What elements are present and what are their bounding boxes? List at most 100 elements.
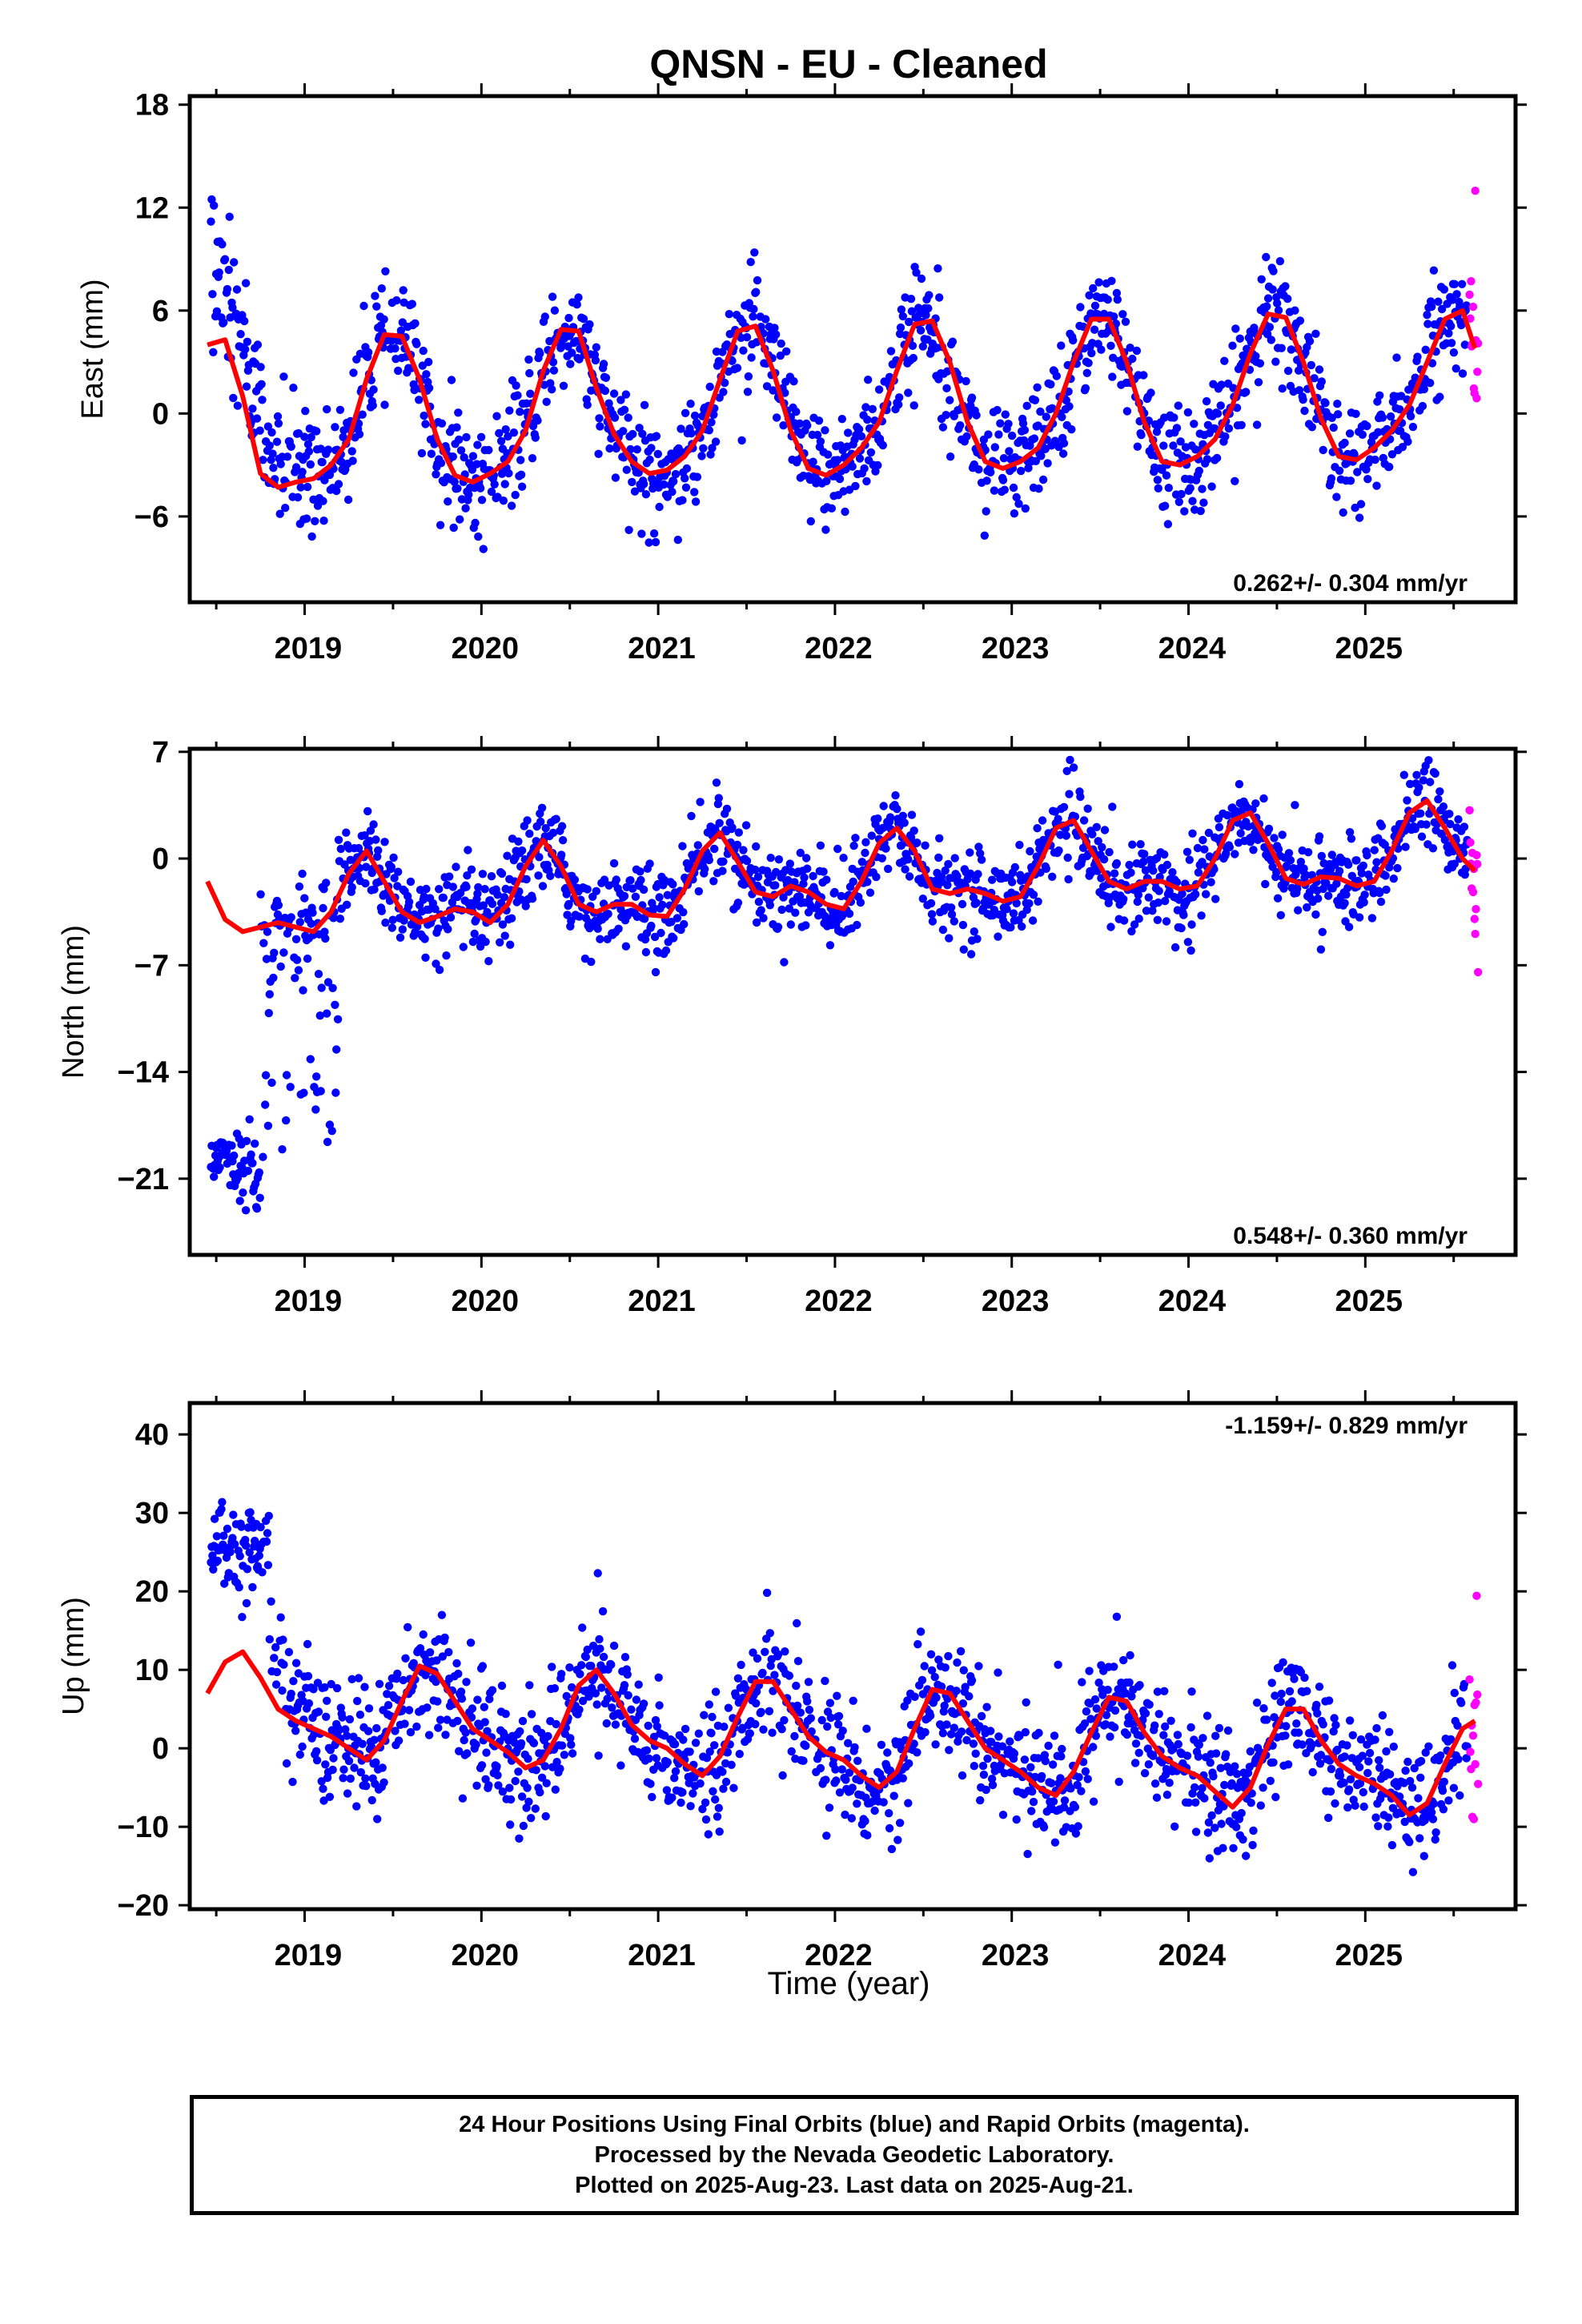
final-orbit-point (1252, 1699, 1262, 1707)
final-orbit-point (627, 1705, 636, 1714)
final-orbit-point (624, 525, 633, 534)
final-orbit-point (946, 1730, 956, 1739)
data-points (207, 755, 1483, 1215)
final-orbit-point (399, 286, 408, 295)
final-orbit-point (1153, 476, 1162, 485)
final-orbit-point (223, 284, 232, 294)
final-orbit-point (242, 1136, 251, 1146)
final-orbit-point (1295, 386, 1304, 395)
final-orbit-point (263, 1121, 273, 1131)
final-orbit-point (1177, 923, 1186, 933)
final-orbit-point (238, 1613, 247, 1622)
final-orbit-point (696, 1779, 705, 1788)
footer-line-2: Processed by the Nevada Geodetic Laborat… (594, 2142, 1114, 2168)
final-orbit-point (259, 456, 267, 464)
final-orbit-point (655, 893, 664, 902)
final-orbit-point (1063, 853, 1072, 862)
final-orbit-point (609, 858, 619, 868)
final-orbit-point (661, 946, 671, 955)
final-orbit-point (897, 305, 906, 314)
final-orbit-point (1007, 431, 1017, 440)
final-orbit-point (1022, 401, 1031, 410)
final-orbit-point (1269, 1758, 1278, 1767)
final-orbit-point (765, 1629, 774, 1638)
final-orbit-point (1163, 520, 1173, 529)
final-orbit-point (514, 1767, 523, 1776)
final-orbit-point (433, 1697, 442, 1706)
final-orbit-point (686, 1802, 695, 1811)
final-orbit-point (807, 1727, 816, 1736)
final-orbit-point (938, 925, 948, 935)
final-orbit-point (1371, 1735, 1379, 1744)
final-orbit-point (1271, 357, 1280, 366)
final-orbit-point (344, 1756, 354, 1766)
final-orbit-point (894, 400, 903, 409)
final-orbit-point (853, 1799, 861, 1808)
final-orbit-point (1357, 869, 1367, 878)
final-orbit-point (837, 415, 847, 424)
final-orbit-point (528, 454, 537, 463)
final-orbit-point (682, 464, 692, 473)
final-orbit-point (390, 874, 399, 883)
final-orbit-point (1392, 353, 1401, 362)
final-orbit-point (298, 869, 307, 879)
final-orbit-point (1154, 887, 1163, 895)
y-tick-label: 30 (135, 1497, 169, 1530)
final-orbit-point (587, 957, 596, 967)
final-orbit-point (1224, 424, 1234, 433)
final-orbit-point (679, 1735, 688, 1744)
final-orbit-point (1429, 266, 1439, 275)
final-orbit-point (319, 517, 328, 525)
final-orbit-point (1335, 866, 1344, 875)
final-orbit-point (583, 1645, 592, 1655)
final-orbit-point (240, 316, 249, 326)
final-orbit-point (759, 1725, 768, 1734)
final-orbit-point (437, 1610, 447, 1619)
final-orbit-point (825, 1803, 834, 1812)
final-orbit-point (432, 959, 440, 968)
final-orbit-point (1150, 1721, 1159, 1730)
final-orbit-point (599, 360, 608, 368)
final-orbit-point (1277, 344, 1286, 352)
final-orbit-point (224, 265, 233, 275)
final-orbit-point (588, 1641, 598, 1651)
final-orbit-point (773, 1650, 783, 1659)
final-orbit-point (1284, 849, 1294, 858)
final-orbit-point (215, 1163, 224, 1172)
final-orbit-point (944, 1651, 953, 1661)
final-orbit-point (1010, 862, 1020, 872)
final-orbit-point (1006, 923, 1015, 932)
final-orbit-point (369, 385, 378, 394)
final-orbit-point (1049, 1797, 1058, 1806)
final-orbit-point (432, 470, 440, 479)
final-orbit-point (868, 404, 877, 413)
final-orbit-point (1137, 431, 1146, 440)
final-orbit-point (945, 1746, 954, 1755)
final-orbit-point (1176, 437, 1185, 446)
final-orbit-point (628, 429, 637, 439)
final-orbit-point (369, 820, 378, 829)
final-orbit-point (701, 1815, 711, 1824)
y-tick-label: −21 (118, 1163, 169, 1196)
final-orbit-point (584, 1692, 593, 1701)
final-orbit-point (1285, 1687, 1295, 1696)
final-orbit-point (1076, 303, 1085, 312)
final-orbit-point (1070, 1803, 1080, 1811)
final-orbit-point (620, 405, 629, 414)
final-orbit-point (835, 474, 845, 484)
final-orbit-point (694, 1729, 703, 1738)
final-orbit-point (821, 1676, 829, 1686)
final-orbit-point (1085, 291, 1094, 300)
final-orbit-point (753, 275, 762, 285)
final-orbit-point (1438, 1786, 1447, 1795)
final-orbit-point (436, 459, 446, 468)
final-orbit-point (947, 910, 957, 919)
final-orbit-point (387, 923, 396, 932)
rapid-orbit-point (1471, 187, 1480, 195)
final-orbit-point (790, 1731, 799, 1741)
final-orbit-point (478, 870, 488, 879)
final-orbit-point (444, 497, 452, 506)
final-orbit-point (1188, 829, 1197, 838)
final-orbit-point (541, 824, 550, 833)
final-orbit-point (896, 323, 905, 332)
